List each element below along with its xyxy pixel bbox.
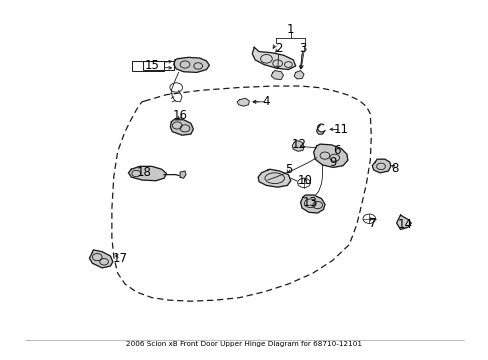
Text: 3: 3	[299, 41, 306, 54]
Text: 2: 2	[274, 41, 282, 54]
Text: 6: 6	[333, 144, 340, 157]
Polygon shape	[271, 71, 283, 80]
Polygon shape	[258, 169, 290, 187]
Polygon shape	[170, 120, 193, 135]
Polygon shape	[237, 98, 249, 106]
Text: 12: 12	[291, 138, 306, 150]
Text: 15: 15	[144, 59, 159, 72]
Text: 5: 5	[284, 163, 291, 176]
Text: 2006 Scion xB Front Door Upper Hinge Diagram for 68710-12101: 2006 Scion xB Front Door Upper Hinge Dia…	[126, 341, 362, 347]
Text: 10: 10	[297, 174, 312, 187]
Text: 7: 7	[368, 217, 375, 230]
Polygon shape	[396, 215, 410, 229]
Text: 1: 1	[286, 23, 294, 36]
Text: 14: 14	[397, 218, 412, 231]
Text: 17: 17	[112, 252, 127, 265]
Polygon shape	[292, 140, 304, 151]
Polygon shape	[180, 171, 185, 178]
Polygon shape	[173, 57, 209, 72]
Text: 18: 18	[137, 166, 152, 179]
Polygon shape	[128, 166, 166, 181]
Text: 11: 11	[333, 123, 348, 136]
Polygon shape	[294, 71, 304, 79]
Polygon shape	[89, 250, 113, 268]
Polygon shape	[300, 195, 325, 213]
Text: 4: 4	[262, 95, 270, 108]
Text: 13: 13	[302, 196, 317, 209]
Polygon shape	[313, 144, 347, 167]
Text: 9: 9	[329, 156, 336, 169]
Text: 8: 8	[390, 162, 398, 175]
Polygon shape	[371, 159, 390, 173]
Polygon shape	[252, 47, 295, 69]
Text: 16: 16	[172, 109, 187, 122]
